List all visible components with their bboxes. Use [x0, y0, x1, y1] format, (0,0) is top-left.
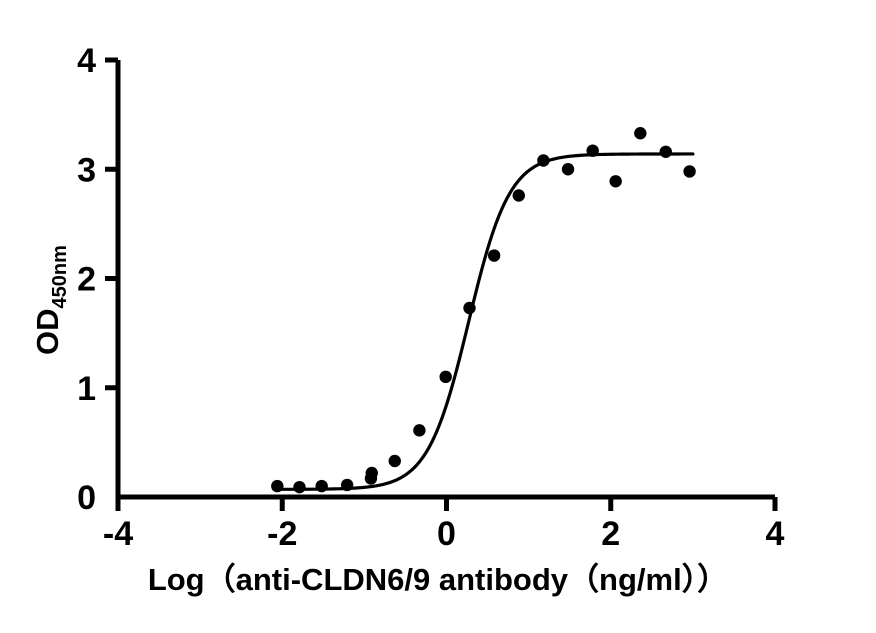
x-tick-label--2: -2	[267, 515, 297, 553]
y-tick-label-0: 0	[77, 479, 96, 517]
data-point-0-0	[271, 479, 284, 493]
data-point-0-9	[463, 301, 476, 315]
data-point-0-5	[365, 466, 378, 480]
data-point-0-3	[340, 478, 354, 492]
y-tick-label-1: 1	[77, 370, 96, 408]
y-tick-label-2: 2	[77, 261, 96, 299]
x-tick-label--4: -4	[103, 515, 133, 553]
data-point-0-7	[413, 424, 426, 437]
y-axis-title: OD450nm	[30, 245, 71, 355]
data-point-0-13	[561, 163, 575, 176]
y-tick-label-3: 3	[77, 151, 96, 189]
data-point-0-11	[512, 189, 525, 202]
data-point-0-16	[634, 127, 647, 140]
x-axis-title: Log（anti-CLDN6/9 antibody（ng/ml））	[148, 562, 728, 597]
data-point-0-17	[659, 145, 672, 158]
y-axis-title-main: OD450nm	[30, 245, 71, 355]
x-tick-label-0: 0	[437, 515, 456, 553]
y-tick-label-4: 4	[77, 42, 96, 80]
data-point-0-14	[586, 144, 599, 157]
data-point-0-2	[315, 479, 328, 493]
data-point-0-18	[683, 165, 696, 178]
y-axis-title-subscript: 450nm	[49, 245, 71, 308]
data-point-0-8	[439, 370, 452, 384]
data-point-0-6	[388, 454, 401, 468]
data-point-0-10	[487, 249, 501, 262]
data-point-0-15	[609, 175, 622, 188]
data-point-0-1	[293, 480, 306, 494]
fit-curve	[272, 152, 695, 491]
x-tick-label-2: 2	[601, 515, 620, 553]
x-tick-label-4: 4	[766, 515, 785, 553]
data-point-0-12	[537, 154, 550, 167]
